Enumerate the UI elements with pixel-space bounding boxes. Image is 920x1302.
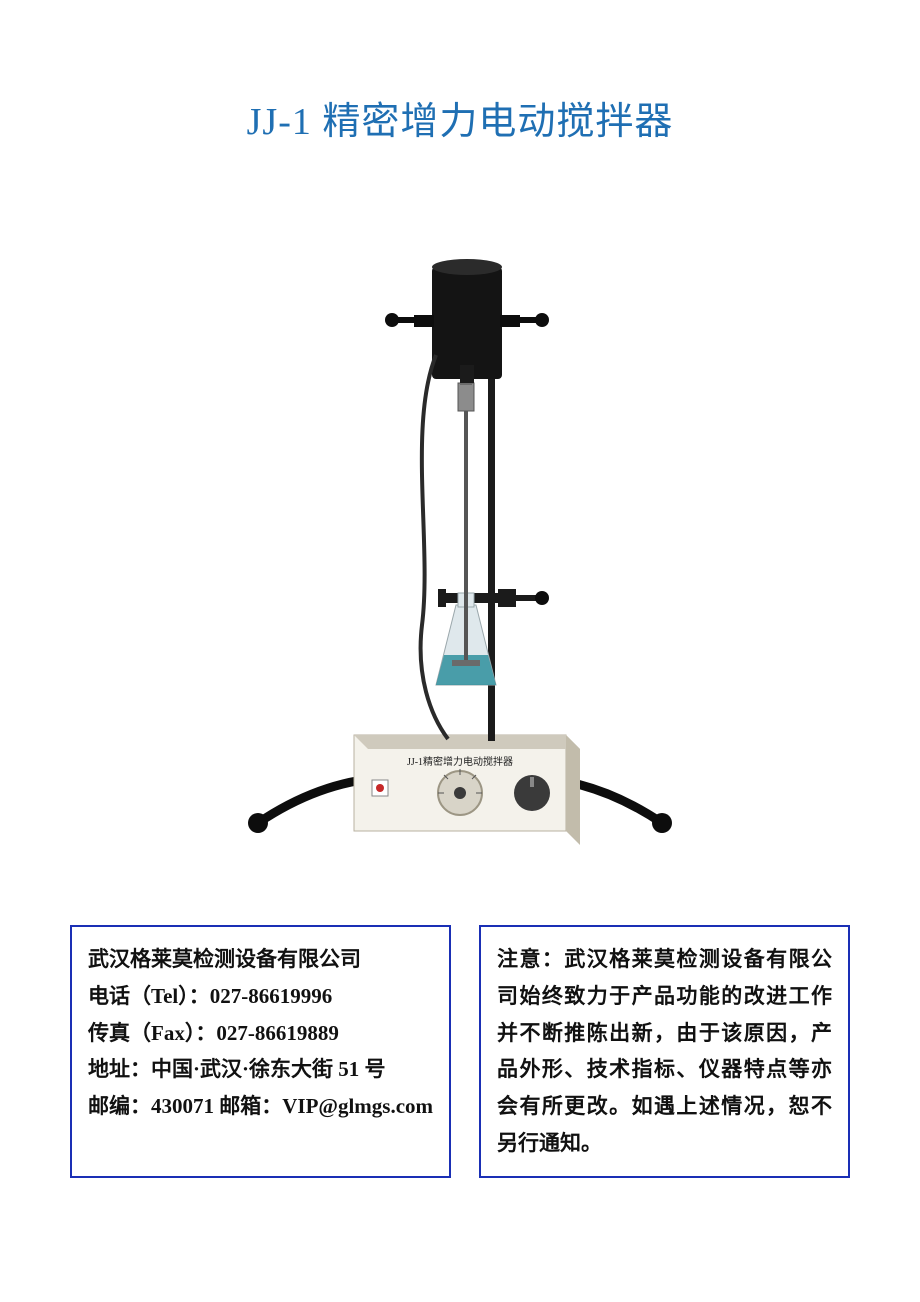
indicator-led — [376, 784, 384, 792]
device-label: JJ-1精密增力电动搅拌器 — [407, 755, 513, 768]
company-name: 武汉格莱莫检测设备有限公司 — [88, 941, 433, 978]
notice-prefix: 注意： — [497, 947, 564, 971]
stirrer-illustration: JJ-1精密增力电动搅拌器 — [200, 205, 720, 885]
foot-left — [248, 813, 268, 833]
stirrer-paddle — [452, 660, 480, 666]
tel-line: 电话（Tel）：027-86619996 — [88, 978, 433, 1015]
fax-line: 传真（Fax）：027-86619889 — [88, 1015, 433, 1052]
notice-box: 注意：武汉格莱莫检测设备有限公司始终致力于产品功能的改进工作并不断推陈出新，由于… — [479, 925, 850, 1178]
zip-email-line: 邮编：430071 邮箱：VIP@glmgs.com — [88, 1088, 433, 1125]
contact-box: 武汉格莱莫检测设备有限公司 电话（Tel）：027-86619996 传真（Fa… — [70, 925, 451, 1178]
notice-body: 武汉格莱莫检测设备有限公司始终致力于产品功能的改进工作并不断推陈出新，由于该原因… — [497, 947, 832, 1155]
email-value: VIP@glmgs.com — [282, 1094, 433, 1118]
addr-value: 中国·武汉·徐东大街 51 号 — [151, 1057, 386, 1081]
product-figure: JJ-1精密增力电动搅拌器 — [70, 205, 850, 885]
email-label: 邮箱： — [219, 1094, 282, 1118]
info-boxes: 武汉格莱莫检测设备有限公司 电话（Tel）：027-86619996 传真（Fa… — [70, 925, 850, 1178]
addr-label: 地址： — [88, 1057, 151, 1081]
motor — [432, 259, 502, 383]
zip-value: 430071 — [151, 1094, 214, 1118]
zip-label: 邮编： — [88, 1094, 151, 1118]
stirrer-shaft — [464, 405, 468, 665]
speed-dial-center — [454, 787, 466, 799]
fax-value: 027-86619889 — [216, 1021, 339, 1045]
control-base: JJ-1精密增力电动搅拌器 — [354, 735, 580, 845]
page-title: JJ-1 精密增力电动搅拌器 — [70, 90, 850, 145]
tel-value: 027-86619996 — [210, 984, 333, 1008]
foot-right — [652, 813, 672, 833]
addr-line: 地址：中国·武汉·徐东大街 51 号 — [88, 1051, 433, 1088]
fax-label: 传真（Fax）： — [88, 1021, 216, 1045]
tel-label: 电话（Tel）： — [88, 984, 210, 1008]
